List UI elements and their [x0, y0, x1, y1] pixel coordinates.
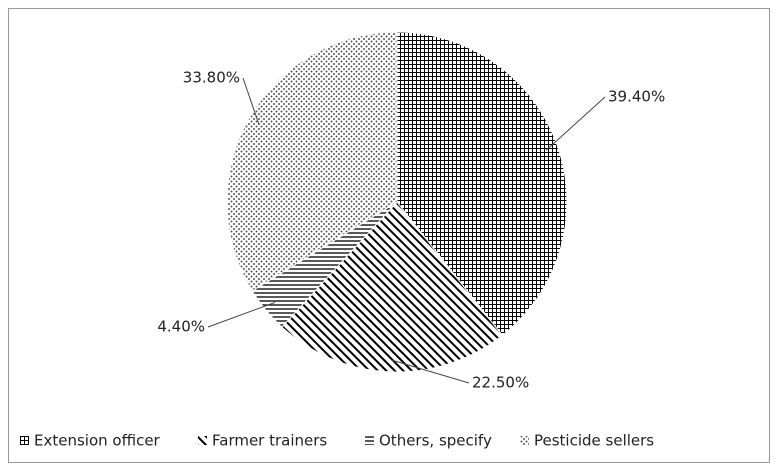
pie-slice [396, 31, 568, 337]
pie-slice [281, 201, 504, 373]
legend-label: Pesticide sellers [534, 432, 654, 450]
pie-slice [226, 31, 398, 292]
legend-swatch [520, 436, 529, 445]
legend-label: Others, specify [379, 432, 492, 450]
legend-label: Farmer trainers [212, 432, 327, 450]
leader-line [207, 301, 276, 328]
leader-line [242, 77, 260, 126]
leader-line [390, 359, 470, 384]
data-label: 4.40% [157, 318, 205, 336]
data-label: 22.50% [472, 374, 529, 392]
legend-label: Extension officer [34, 432, 161, 450]
leader-line [545, 96, 606, 151]
legend-swatch [198, 436, 207, 445]
data-label: 33.80% [183, 69, 240, 87]
legend-swatch [20, 436, 29, 445]
legend-swatch [365, 436, 374, 445]
data-label: 39.40% [608, 88, 665, 106]
